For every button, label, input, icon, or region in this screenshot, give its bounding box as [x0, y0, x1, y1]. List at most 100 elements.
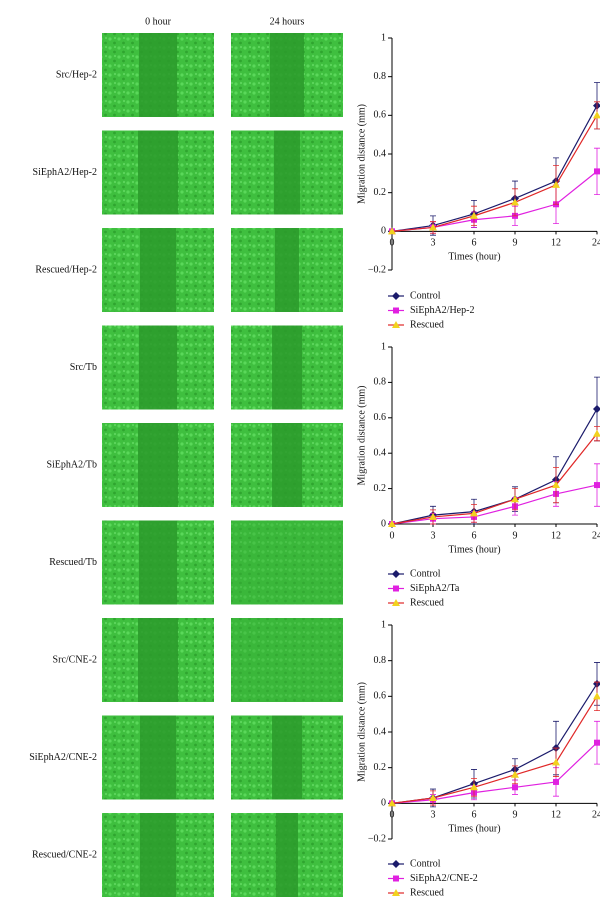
x-tick-label: 0 [390, 238, 395, 249]
y-tick-label: −0.2 [368, 833, 386, 844]
legend-label: Rescued [410, 597, 444, 608]
marker [594, 482, 600, 489]
legend-label: SiEphA2/Ta [410, 583, 460, 594]
x-tick-label: 0 [390, 530, 395, 541]
series-line [391, 433, 598, 525]
marker [388, 520, 396, 527]
marker [593, 429, 600, 437]
x-tick-label: 12 [551, 238, 561, 249]
wound-gap [276, 813, 298, 897]
row-label: Src/Tb [70, 362, 97, 373]
marker [511, 495, 519, 503]
wound-gap [139, 520, 177, 605]
x-tick-label: 0 [390, 810, 395, 821]
x-tick-label: 9 [513, 810, 518, 821]
wound-gap [140, 715, 176, 800]
marker [392, 570, 400, 578]
series-line [391, 105, 598, 232]
wound-gap [139, 325, 177, 410]
series-line [391, 683, 598, 804]
marker [393, 585, 399, 592]
row-label: SiEphA2/Hep-2 [33, 167, 97, 178]
x-tick-label: 3 [431, 810, 436, 821]
marker [470, 783, 478, 791]
wound-gap [231, 520, 343, 605]
wound-gap [274, 130, 300, 215]
marker [392, 860, 400, 868]
marker [470, 211, 478, 219]
x-axis-label: Times (hour) [448, 824, 500, 835]
y-axis-label: Migration distance (mm) [356, 104, 367, 204]
marker [593, 692, 600, 700]
series-line [391, 170, 598, 232]
y-axis-label: Migration distance (mm) [356, 386, 367, 486]
x-tick-label: 6 [472, 530, 477, 541]
marker [593, 101, 600, 110]
legend-label: SiEphA2/Hep-2 [410, 305, 474, 316]
wound-gap [231, 618, 343, 702]
wound-gap [272, 325, 302, 410]
series-line [391, 115, 598, 232]
y-tick-label: 0.8 [374, 71, 387, 82]
wound-gap [272, 715, 302, 800]
x-tick-label: 6 [472, 238, 477, 249]
wound-gap [270, 33, 304, 117]
marker [393, 307, 399, 314]
y-tick-label: 0 [381, 798, 386, 809]
wound-gap [138, 130, 178, 215]
column-header: 0 hour [145, 16, 172, 27]
y-tick-label: 0.6 [374, 412, 387, 423]
marker [593, 679, 600, 688]
y-tick-label: 0.4 [374, 148, 387, 159]
series-line [391, 696, 598, 804]
x-tick-label: 24 [592, 810, 600, 821]
series-line [391, 484, 598, 525]
legend-label: Rescued [410, 319, 444, 330]
series-line [391, 408, 598, 525]
x-tick-label: 12 [551, 810, 561, 821]
y-axis-label: Migration distance (mm) [356, 682, 367, 782]
row-label: Src/Hep-2 [56, 69, 97, 80]
y-tick-label: 1 [381, 32, 386, 43]
x-axis-label: Times (hour) [448, 544, 500, 555]
marker [470, 509, 478, 517]
y-tick-label: 0 [381, 226, 386, 237]
marker [388, 799, 396, 807]
x-tick-label: 9 [513, 530, 518, 541]
marker [553, 778, 559, 785]
row-label: SiEphA2/CNE-2 [29, 752, 97, 763]
y-tick-label: 0.2 [374, 762, 387, 773]
wound-gap [139, 33, 177, 117]
legend-label: Control [410, 858, 441, 869]
row-label: Rescued/Hep-2 [35, 264, 97, 275]
micrograph-grid [102, 33, 343, 897]
row-label: Rescued/CNE-2 [32, 849, 97, 860]
y-tick-label: 0.2 [374, 187, 387, 198]
marker [392, 889, 400, 896]
row-label: Rescued/Tb [49, 557, 97, 568]
marker [593, 111, 600, 119]
marker [511, 770, 519, 778]
y-tick-label: 0.4 [374, 447, 387, 458]
row-label: Src/CNE-2 [53, 654, 97, 665]
marker [429, 512, 437, 520]
y-tick-label: 1 [381, 341, 386, 352]
wound-gap [138, 423, 178, 507]
legend-label: Control [410, 568, 441, 579]
y-tick-label: −0.2 [368, 264, 386, 275]
x-tick-label: 24 [592, 530, 600, 541]
marker [392, 292, 400, 300]
x-tick-label: 12 [551, 530, 561, 541]
marker [593, 404, 600, 413]
marker [594, 739, 600, 746]
marker [594, 168, 600, 175]
marker [511, 198, 519, 206]
x-tick-label: 3 [431, 530, 436, 541]
x-tick-label: 6 [472, 810, 477, 821]
legend-label: Control [410, 290, 441, 301]
marker [429, 223, 437, 231]
legend-label: SiEphA2/CNE-2 [410, 873, 478, 884]
marker [512, 784, 518, 791]
series-line [391, 742, 598, 804]
